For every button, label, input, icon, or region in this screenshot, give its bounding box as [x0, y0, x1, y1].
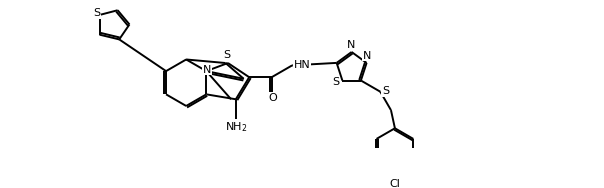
Text: Cl: Cl — [390, 179, 400, 188]
Text: N: N — [203, 64, 211, 74]
Text: O: O — [269, 93, 278, 103]
Text: N: N — [363, 51, 371, 61]
Text: HN: HN — [294, 60, 310, 70]
Text: S: S — [223, 50, 231, 60]
Text: NH$_2$: NH$_2$ — [225, 120, 247, 134]
Text: S: S — [382, 86, 389, 96]
Text: S: S — [93, 8, 100, 18]
Text: N: N — [347, 40, 355, 50]
Text: S: S — [332, 77, 339, 87]
